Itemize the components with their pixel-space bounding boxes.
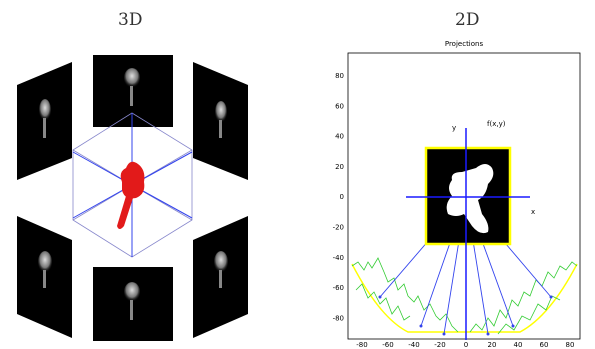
- x-tick-label: 60: [540, 341, 549, 349]
- x-tick-label: 80: [566, 341, 575, 349]
- projection-arc: [351, 263, 578, 333]
- y-tick-label: 40: [335, 133, 344, 141]
- projection-curve-left: [351, 257, 459, 333]
- x-tick-label: 20: [488, 341, 497, 349]
- x-tick-label: 40: [514, 341, 523, 349]
- projection-view-upper-left: [17, 62, 72, 180]
- y-tick-label: 20: [335, 163, 344, 171]
- projection-curve-right-2: [497, 295, 561, 335]
- projection-rays-2d: [379, 196, 552, 335]
- red-3d-object: [117, 161, 145, 229]
- plot-frame: [347, 52, 581, 340]
- projection-curve-right: [469, 261, 578, 333]
- projection-view-upper-right: [193, 62, 248, 180]
- x-tick-label: 0: [464, 341, 468, 349]
- white-object-shape: [446, 164, 494, 234]
- y-tick-label: 60: [335, 102, 344, 110]
- panel-3d: [17, 55, 248, 341]
- projection-view-lower-right: [193, 216, 248, 338]
- projection-view-bottom: [93, 267, 173, 341]
- y-tick-label: -80: [333, 314, 344, 322]
- x-tick-label: -40: [408, 341, 419, 349]
- y-tick-labels: 80 60 40 20 0 -20 -40 -60 -80: [333, 72, 344, 322]
- projection-view-top: [93, 55, 173, 127]
- y-axis-label: y: [452, 124, 456, 132]
- y-tick-label: -40: [333, 254, 344, 262]
- heading-2d: 2D: [455, 10, 480, 30]
- y-tick-label: 0: [340, 193, 344, 201]
- projection-curve-left-2: [355, 283, 411, 321]
- heading-3d: 3D: [118, 10, 143, 30]
- coordinate-axes: [406, 128, 530, 340]
- x-tick-label: -20: [434, 341, 445, 349]
- projection-view-lower-left: [17, 216, 72, 338]
- x-tick-label: -80: [356, 341, 367, 349]
- x-tick-label: -60: [382, 341, 393, 349]
- y-tick-label: 80: [335, 72, 344, 80]
- y-tick-label: -60: [333, 284, 344, 292]
- function-label: f(x,y): [487, 120, 506, 128]
- object-image-box: [424, 146, 512, 246]
- y-tick-label: -20: [333, 224, 344, 232]
- x-tick-labels: -80 -60 -40 -20 0 20 40 60 80: [356, 341, 574, 349]
- x-axis-label: x: [531, 208, 535, 216]
- plot-title: Projections: [445, 40, 484, 48]
